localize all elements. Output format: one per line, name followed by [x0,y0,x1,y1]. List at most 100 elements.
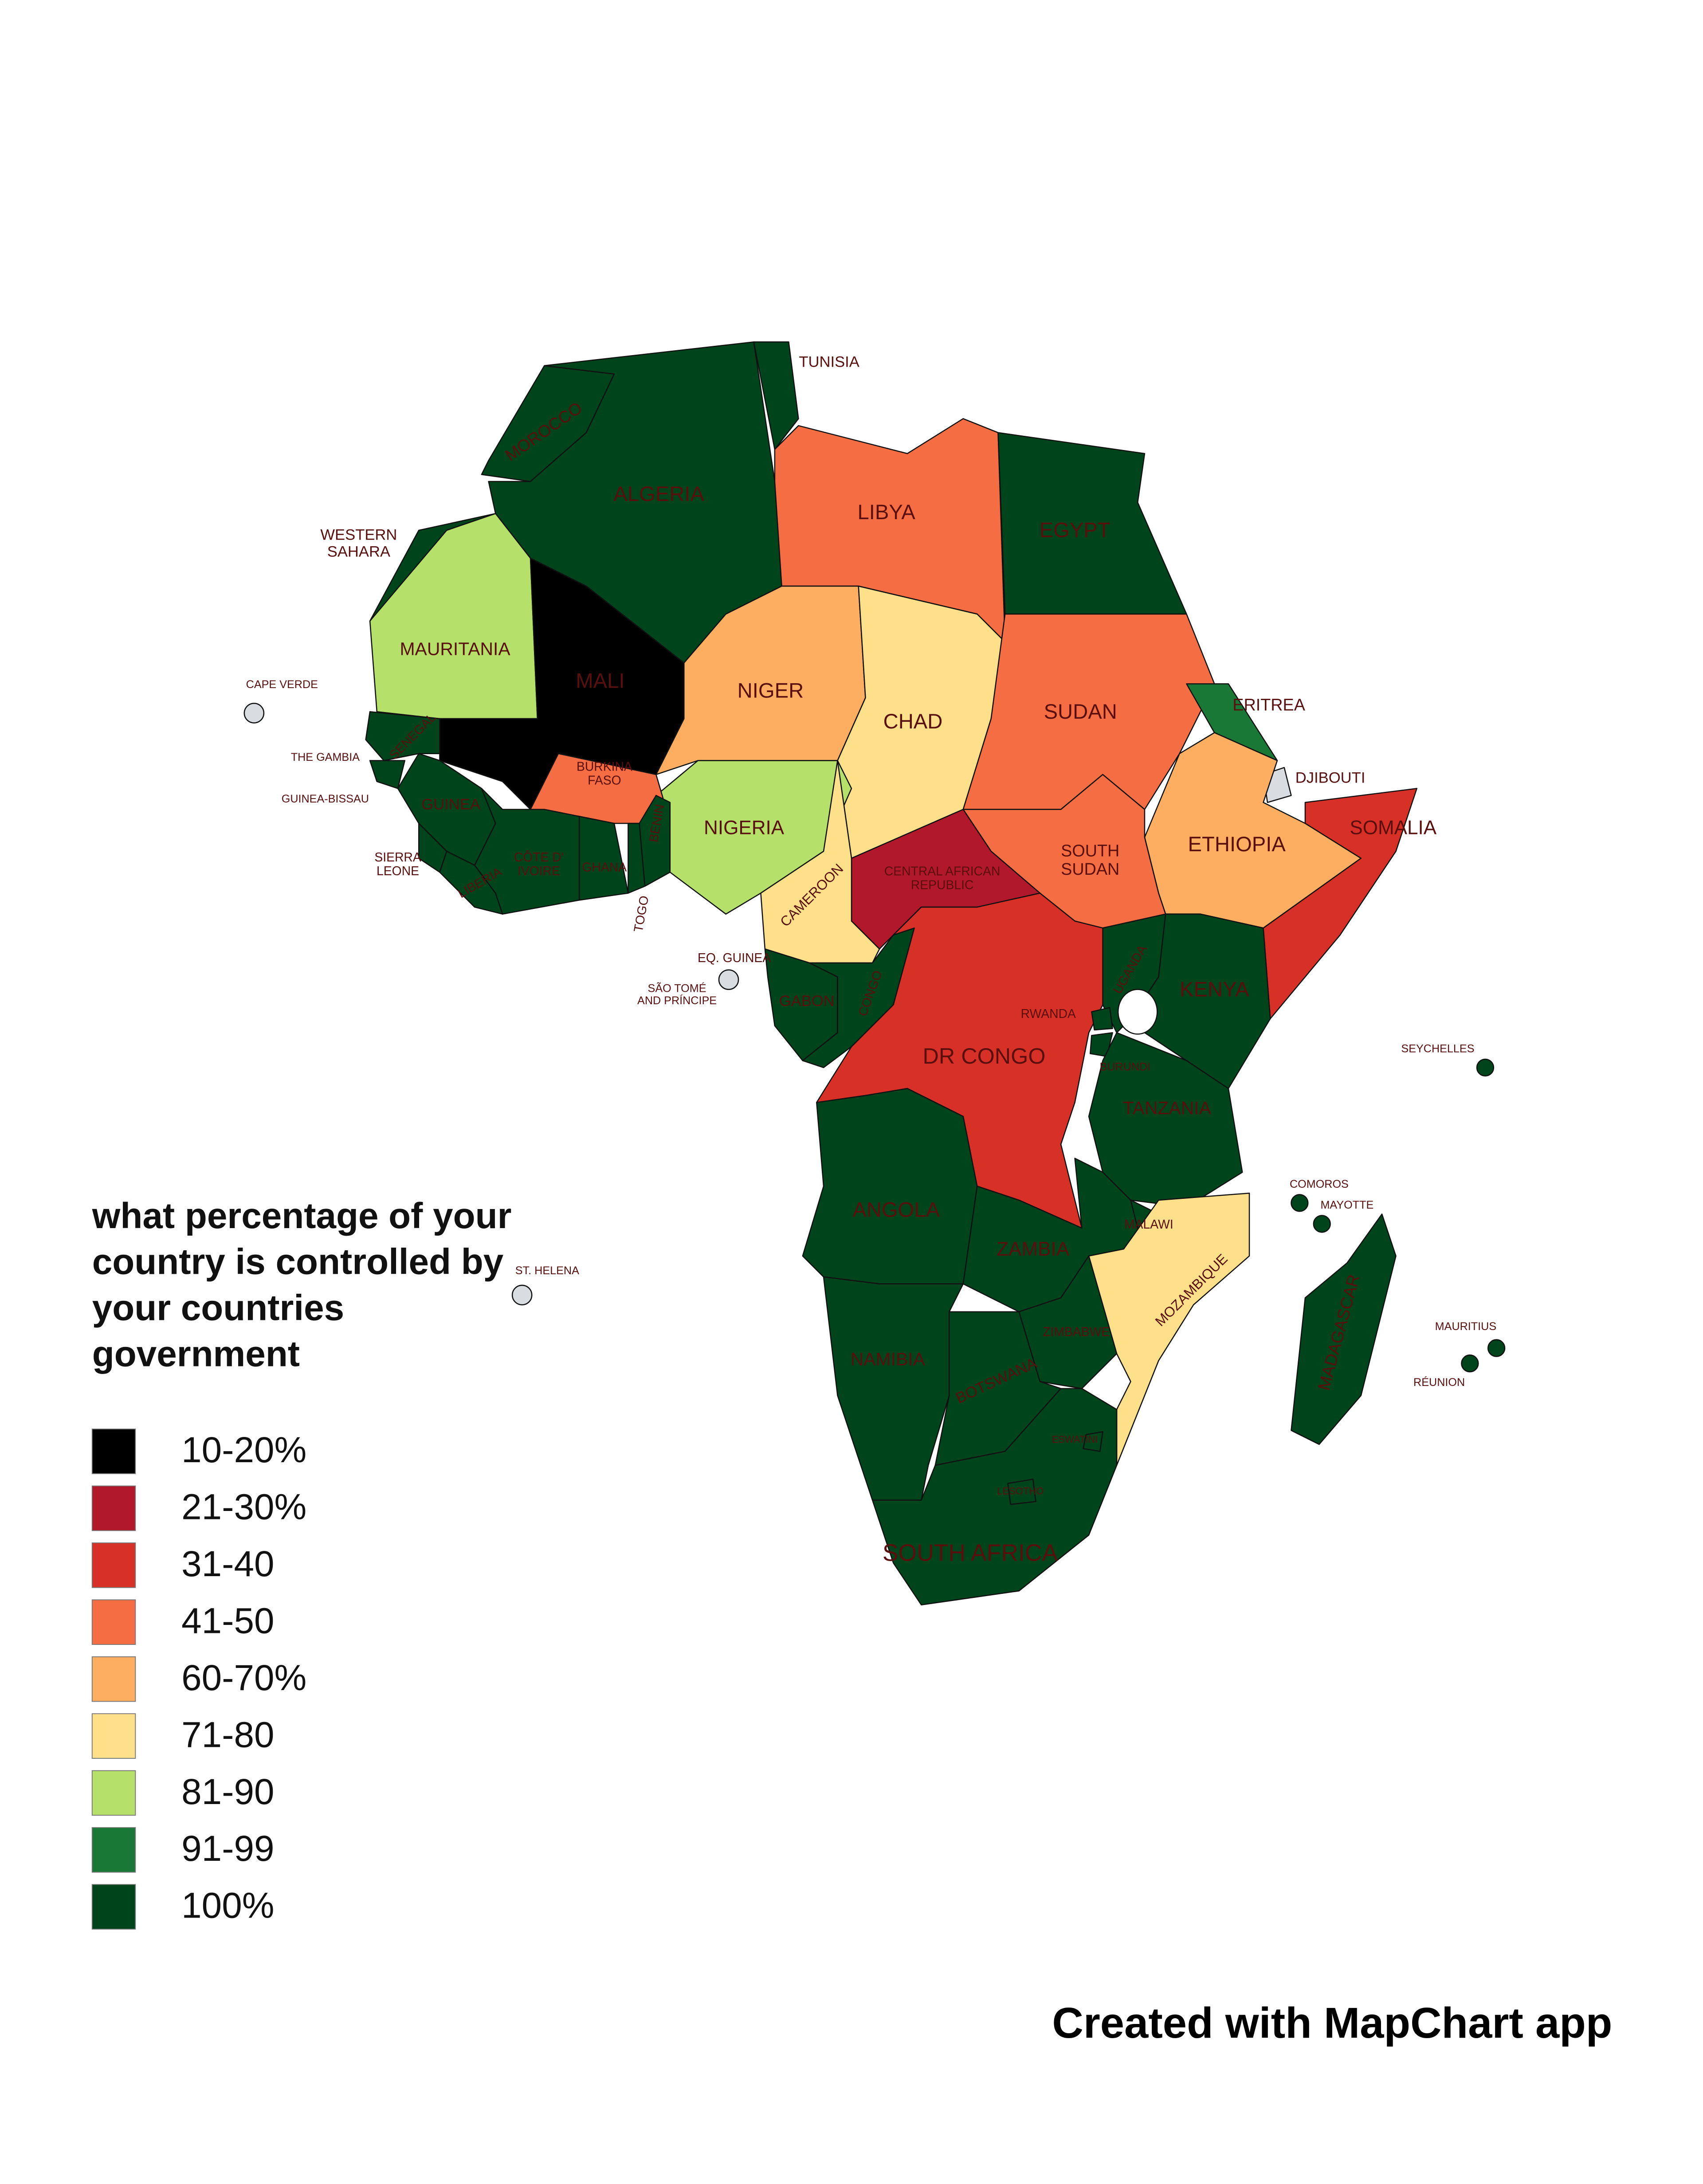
legend-swatch [91,1542,136,1588]
island [1291,1194,1309,1212]
country-label: NIGER [738,679,804,703]
country [578,816,629,901]
country-label: WESTERN SAHARA [320,527,397,560]
country [871,1388,1118,1605]
country-label: SÃO TOMÉ AND PRÍNCIPE [637,982,717,1007]
label-line: SÃO TOMÉ [648,982,706,994]
country-label: SEYCHELLES [1401,1043,1474,1055]
country-label: TUNISIA [799,354,859,371]
country-label: GHANA [582,860,627,874]
country-label: ZIMBABWE [1043,1325,1110,1339]
legend-label: 91-99 [181,1828,274,1869]
country-label: ERITREA [1232,696,1305,715]
country-label: SOUTH AFRICA [883,1540,1058,1566]
label-line: FASO [588,774,621,788]
country-label: MAYOTTE [1320,1199,1373,1211]
legend: what percentage of your country is contro… [91,1195,512,1930]
country-label: NAMIBIA [851,1349,926,1370]
country-label: KENYA [1180,978,1249,1001]
country-label: GUINEA-BISSAU [282,793,369,805]
legend-label: 10-20% [181,1430,306,1470]
country-label: NIGERIA [704,817,785,838]
country-label: CÔTE D' IVOIRE [514,850,564,878]
label-line: SOUTH [1061,842,1119,860]
country-label: MALI [576,669,624,693]
country-label: LESOTHO [997,1486,1044,1497]
country-label: LIBYA [858,501,916,524]
legend-swatch [91,1599,136,1645]
country-label: SIERRA LEONE [374,850,421,878]
country-label: MAURITIUS [1435,1320,1496,1333]
country-label: TOGO [631,895,651,933]
lake-victoria [1117,989,1158,1035]
legend-swatch [91,1713,136,1759]
country [369,513,538,720]
country-label: GABON [779,993,835,1010]
label-line: AND PRÍNCIPE [637,994,717,1007]
country [823,1276,964,1501]
island [1487,1339,1506,1357]
country-label: SOUTH SUDAN [1061,842,1119,879]
country [1007,1479,1036,1505]
legend-swatch [91,1485,136,1531]
footer: Created with MapChart app [1052,1999,1612,2047]
legend-label: 71-80 [181,1714,274,1755]
country-label: ETHIOPIA [1188,833,1286,856]
legend-label: 21-30% [181,1487,306,1527]
label-line: CENTRAL AFRICAN [884,865,1001,879]
legend-swatch [91,1827,136,1873]
legend-swatch [91,1429,136,1474]
island [1313,1215,1331,1233]
country [369,760,406,789]
label-line: BURKINA [577,760,632,774]
legend-title-line: country is controlled by [92,1241,504,1282]
label-line: SAHARA [327,544,391,560]
country-label: SOMALIA [1350,817,1436,838]
country-label: TANZANIA [1123,1098,1212,1118]
label-line: IVOIRE [518,865,560,879]
country-label: ESWATINI [1052,1434,1098,1445]
legend-label: 100% [181,1886,274,1926]
countries [243,341,1506,1605]
country-label: GUINEA [421,796,481,813]
legend-label: 31-40 [181,1544,274,1584]
legend-label: 81-90 [181,1772,274,1812]
country [1291,1213,1397,1445]
legend-title-line: what percentage of your [92,1195,512,1236]
island [243,703,265,724]
country-label: ZAMBIA [997,1238,1070,1260]
country-label: BURUNDI [1100,1061,1151,1073]
island [718,969,739,990]
country [639,795,671,887]
country-label: RWANDA [1021,1007,1076,1021]
country-label: MAURITANIA [400,639,510,659]
country [816,892,1118,1229]
country [802,1088,978,1285]
legend-title-line: government [92,1334,300,1374]
label-line: SUDAN [1061,860,1119,879]
country-label: CAPE VERDE [246,678,318,691]
country-label: DJIBOUTI [1295,770,1366,787]
legend-title-line: your countries [92,1288,344,1328]
label-line: REPUBLIC [911,878,974,892]
country-label: THE GAMBIA [291,751,360,763]
country-label: SUDAN [1044,700,1117,724]
country-label: MALAWI [1124,1217,1173,1232]
island [1476,1058,1495,1077]
country-label: CENTRAL AFRICAN REPUBLIC [884,865,1001,892]
label-line: SIERRA [374,850,421,865]
legend-title: what percentage of your country is contro… [92,1195,512,1374]
country-label: CHAD [883,710,943,733]
country [1083,1431,1103,1452]
label-line: CÔTE D' [514,850,564,865]
country-label: RÉUNION [1413,1376,1465,1389]
country-label: ALGERIA [613,482,704,506]
country-label: ANGOLA [852,1198,940,1222]
legend-swatch [91,1656,136,1702]
country-label: EGYPT [1040,519,1110,542]
label-line: LEONE [377,865,419,879]
country [1018,1255,1118,1389]
label-line: WESTERN [320,527,397,544]
country-label: BURKINA FASO [577,760,632,788]
